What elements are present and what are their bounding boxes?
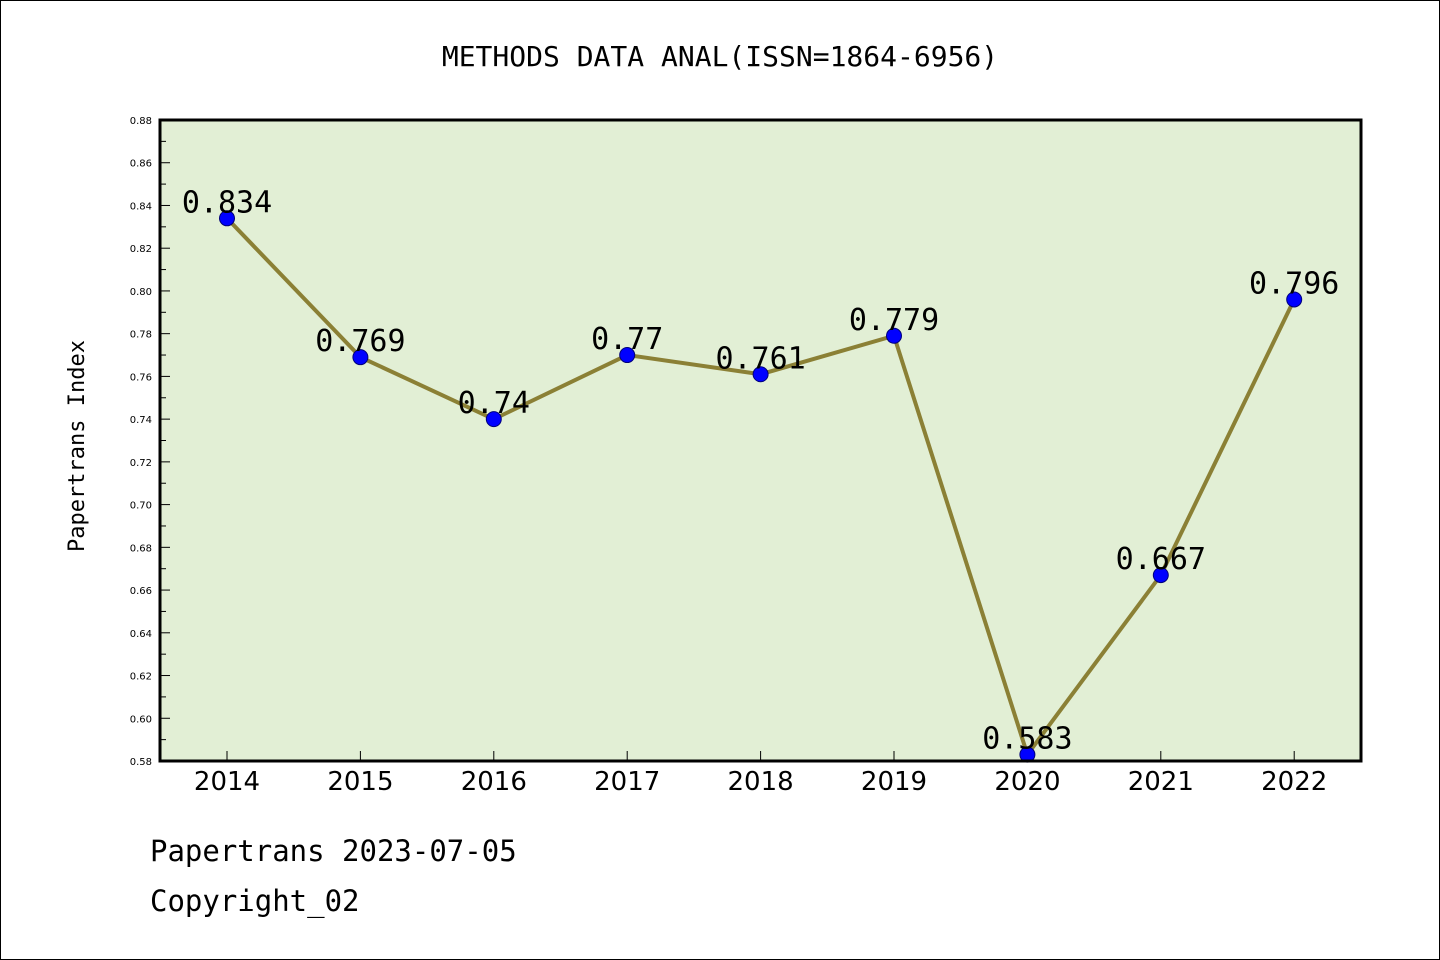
y-tick-label: 0.86 <box>130 159 152 170</box>
data-label: 0.779 <box>849 303 939 338</box>
y-axis: 0.58 0.60 0.62 0.64 0.66 0.68 0.70 0.72 0.74 0.76… <box>130 116 170 768</box>
y-tick-label: 0.78 <box>130 330 152 341</box>
data-point <box>219 210 235 227</box>
chart-title: METHODS DATA ANAL(ISSN=1864-6956) <box>442 40 998 73</box>
x-tick-label: 2017 <box>594 767 660 797</box>
data-point <box>1286 291 1303 308</box>
footer-date-text: Papertrans 2023-07-05 <box>150 834 517 868</box>
y-tick-label: 0.62 <box>130 672 152 683</box>
data-label: 0.834 <box>182 185 272 220</box>
x-axis: 2014 2015 2016 2017 2018 2019 2020 2021 2022 <box>194 751 1327 797</box>
y-tick-label: 0.66 <box>130 586 152 597</box>
data-point <box>1152 567 1169 584</box>
y-tick-label: 0.82 <box>130 244 152 255</box>
data-labels: 0.834 0.769 0.74 0.77 0.761 0.779 0.583 0.667 0.… <box>182 185 1340 756</box>
data-point <box>886 327 902 344</box>
y-tick-label: 0.68 <box>130 543 152 554</box>
y-tick-label: 0.60 <box>130 714 152 725</box>
x-tick-label: 2022 <box>1261 767 1327 797</box>
y-tick-label: 0.88 <box>130 116 152 127</box>
data-label: 0.667 <box>1116 542 1206 577</box>
plot-area <box>160 120 1361 761</box>
data-label: 0.77 <box>591 322 663 357</box>
data-label: 0.796 <box>1249 266 1339 301</box>
y-tick-label: 0.80 <box>130 287 152 298</box>
data-point <box>752 366 769 383</box>
data-point <box>619 347 636 364</box>
y-tick-label: 0.84 <box>130 201 152 212</box>
data-series <box>219 210 1303 763</box>
y-tick-label: 0.70 <box>130 501 152 512</box>
x-tick-label: 2018 <box>728 767 794 797</box>
plot-border <box>158 118 1363 763</box>
y-tick-label: 0.76 <box>130 372 152 383</box>
data-label: 0.769 <box>315 324 405 359</box>
x-tick-label: 2015 <box>327 767 393 797</box>
y-tick-label: 0.74 <box>130 415 152 426</box>
x-tick-label: 2020 <box>994 767 1060 797</box>
y-tick-label: 0.64 <box>130 629 152 640</box>
y-tick-label: 0.58 <box>130 757 152 768</box>
data-point <box>485 411 502 428</box>
data-label: 0.583 <box>982 722 1072 757</box>
data-label: 0.761 <box>715 341 805 376</box>
x-tick-label: 2016 <box>461 767 527 797</box>
data-label: 0.74 <box>458 386 530 421</box>
x-tick-label: 2019 <box>861 767 927 797</box>
x-tick-label: 2021 <box>1128 767 1194 797</box>
y-tick-label: 0.72 <box>130 458 152 469</box>
x-tick-label: 2014 <box>194 767 260 797</box>
y-axis-label: Papertrans Index <box>65 340 90 552</box>
data-point <box>352 349 369 366</box>
footer-copyright-text: Copyright_02 <box>150 884 360 918</box>
